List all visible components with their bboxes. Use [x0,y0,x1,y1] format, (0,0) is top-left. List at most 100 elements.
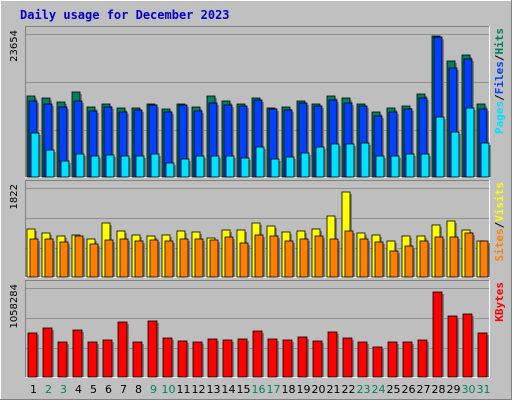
bar-kbytes [117,321,128,378]
legend: KBytes [493,282,506,322]
day-label: 10 [162,383,176,396]
bar-kbytes [207,338,218,378]
day-label: 17 [267,383,281,396]
day-label: 19 [297,383,311,396]
chart-panels: 23654Pages/Files/Hits1822Sites/Visits105… [9,26,506,378]
bar-kbytes [132,341,143,378]
bar-pages [210,155,220,178]
bar-sites [224,236,234,278]
bar-pages [240,157,250,178]
bar-pages [420,153,430,178]
bar-kbytes [312,340,323,378]
bar-kbytes [72,329,83,378]
chart-title: Daily usage for December 2023 [20,8,230,22]
bar-pages [225,155,235,178]
bar-sites [344,230,354,278]
day-label: 13 [207,383,221,396]
bar-pages [360,142,370,178]
bar-sites [209,239,219,278]
bar-sites [149,239,159,278]
bar-pages [195,155,205,178]
bar-sites [134,240,144,278]
bar-pages [45,149,55,178]
bar-pages [30,132,40,178]
bar-kbytes [417,339,428,378]
bar-sites [329,238,339,278]
bar-pages [330,143,340,178]
bar-sites [29,238,39,278]
legend-entry: KBytes [493,282,506,322]
bar-sites [269,235,279,278]
legend-entry: Visits [493,182,506,222]
bar-sites [374,241,384,278]
bar-pages [165,162,175,178]
bar-sites [179,238,189,278]
bar-sites [194,238,204,278]
bar-sites [479,240,489,278]
legend: Pages/Files/Hits [493,28,506,134]
bar-sites [44,238,54,278]
y-axis-max-label: 23654 [9,30,20,62]
day-label: 31 [477,383,491,396]
bar-kbytes [42,327,53,378]
bar-pages [285,156,295,178]
bar-kbytes [387,341,398,378]
bar-sites [299,238,309,278]
bar-pages [120,155,130,178]
day-label: 7 [120,383,127,396]
bar-sites [419,240,429,278]
day-label: 5 [90,383,97,396]
day-label: 22 [342,383,356,396]
bar-pages [435,116,445,178]
day-label: 12 [192,383,206,396]
day-label: 27 [417,383,431,396]
bar-pages [150,153,160,178]
day-label: 25 [387,383,401,396]
bar-sites [359,238,369,278]
bar-pages [450,131,460,178]
bar-kbytes [27,332,38,378]
bar-kbytes [237,338,248,378]
day-label: 18 [282,383,296,396]
bar-sites [404,245,414,278]
day-labels: 1 2 3 4 5 6 7 8 9 10 11 12 13 14 15 16 17 18 19 20 21 22 23 24 2… [30,383,491,396]
bar-kbytes [177,340,188,378]
day-label: 3 [60,383,67,396]
y-axis-max-label: 1058284 [9,284,20,329]
bar-pages [90,155,100,178]
bar-kbytes [447,315,458,378]
bar-sites [89,243,99,278]
legend-entry: Pages [493,101,506,134]
bar-kbytes [432,291,443,378]
bar-kbytes [102,339,113,378]
day-label: 14 [222,383,236,396]
bar-sites [284,240,294,278]
bar-pages [255,146,265,178]
bar-sites [464,232,474,278]
day-label: 11 [177,383,191,396]
bar-pages [390,155,400,178]
bar-kbytes [327,331,338,378]
day-label: 16 [252,383,266,396]
bar-kbytes [57,341,68,378]
legend-entry: Sites [493,228,506,261]
bar-pages [135,155,145,178]
legend-entry: / [493,54,506,61]
day-label: 23 [357,383,371,396]
legend-entry: / [493,221,506,228]
day-label: 6 [105,383,112,396]
bar-kbytes [87,341,98,378]
bar-pages [105,154,115,178]
day-label: 1 [30,383,37,396]
bar-kbytes [267,338,278,378]
day-label: 21 [327,383,341,396]
bar-sites [164,240,174,278]
bar-pages [60,160,70,178]
bar-pages [300,152,310,178]
y-axis-max-label: 1822 [9,184,20,209]
bar-kbytes [342,337,353,378]
bar-kbytes [297,336,308,378]
bar-sites [434,236,444,278]
bar-pages [75,153,85,178]
